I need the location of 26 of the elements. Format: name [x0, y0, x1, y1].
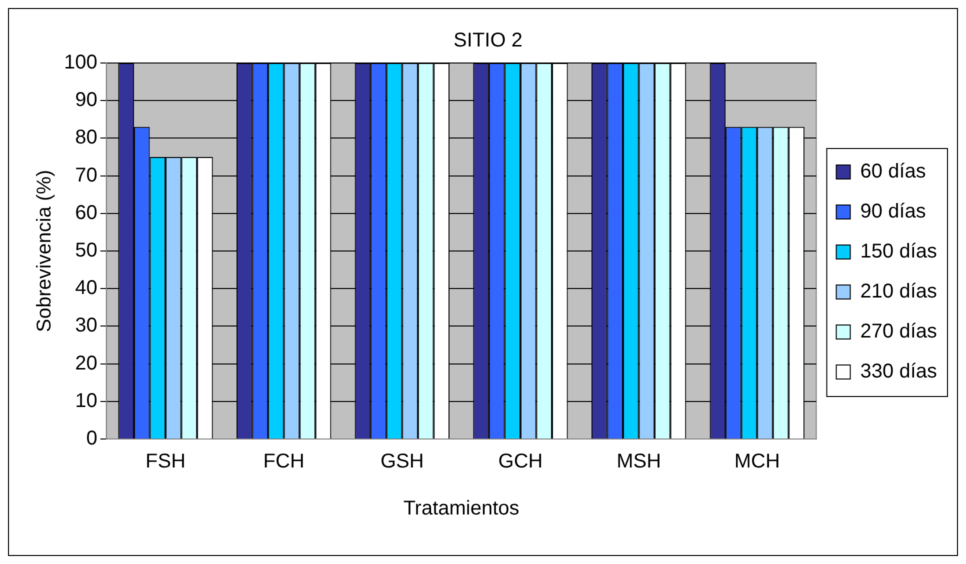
legend-label: 210 días — [860, 280, 938, 303]
y-tick-label: 20 — [75, 352, 98, 374]
y-tick-label: 90 — [75, 89, 98, 112]
legend-label: 60 días — [860, 160, 926, 183]
y-tick-label: 30 — [75, 314, 98, 337]
y-tick-label: 100 — [64, 52, 98, 74]
x-tick-label: MSH — [616, 450, 662, 473]
y-tick-label: 60 — [75, 202, 98, 224]
legend-label: 330 días — [860, 360, 938, 383]
x-axis-title: Tratamientos — [403, 498, 520, 520]
x-tick-label: MCH — [734, 450, 780, 473]
x-tick-label: FSH — [146, 450, 186, 473]
y-tick-label: 40 — [75, 277, 98, 300]
y-axis-title: Sobrevivencia (%) — [34, 170, 56, 332]
legend-label: 270 días — [860, 320, 938, 343]
y-tick-label: 70 — [75, 164, 98, 186]
y-tick-label: 80 — [75, 126, 98, 149]
x-tick-label: GSH — [380, 450, 424, 473]
legend-label: 150 días — [860, 240, 938, 263]
x-tick-label: FCH — [263, 450, 304, 473]
legend-label: 90 días — [860, 200, 926, 223]
y-tick-label: 10 — [75, 390, 98, 412]
y-tick-label: 50 — [75, 240, 98, 262]
x-tick-label: GCH — [498, 450, 543, 473]
chart-title: SITIO 2 — [454, 30, 522, 52]
y-tick-label: 0 — [86, 428, 98, 450]
